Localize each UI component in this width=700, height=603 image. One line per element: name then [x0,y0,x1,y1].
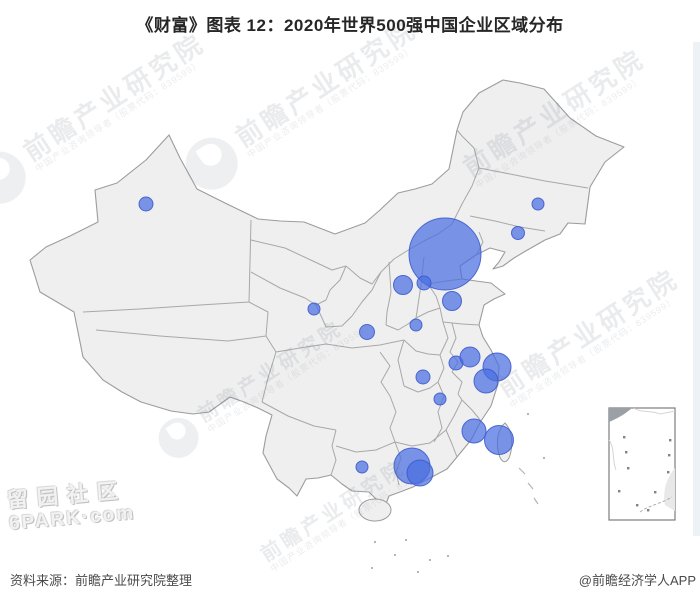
hainan-island [358,498,392,522]
region-bubble [473,368,499,394]
region-bubble [433,392,447,406]
region-bubble [355,460,369,474]
region-bubble [415,369,431,385]
page-edge-strip [693,42,700,536]
region-bubble [393,275,413,295]
region-bubble [408,217,482,291]
region-bubble [307,302,321,316]
credit-note: @前瞻经济学人APP [578,573,696,588]
sea-islets [371,413,545,573]
region-bubble [459,346,481,368]
chart-title: 《财富》图表 12：2020年世界500强中国企业区域分布 [136,16,564,35]
region-bubble [138,196,154,212]
region-bubble [359,324,375,340]
south-china-sea-inset [608,407,676,521]
source-note: 资料来源：前瞻产业研究院整理 [10,573,193,588]
region-bubble [416,275,432,291]
bubble-layer [138,196,545,487]
region-bubble [409,318,423,332]
region-bubble [461,418,487,444]
region-bubble [531,197,545,211]
region-bubble [484,425,514,455]
region-bubble [442,291,462,311]
region-bubble [406,459,434,487]
region-bubble [511,226,525,240]
china-outline [29,79,625,510]
